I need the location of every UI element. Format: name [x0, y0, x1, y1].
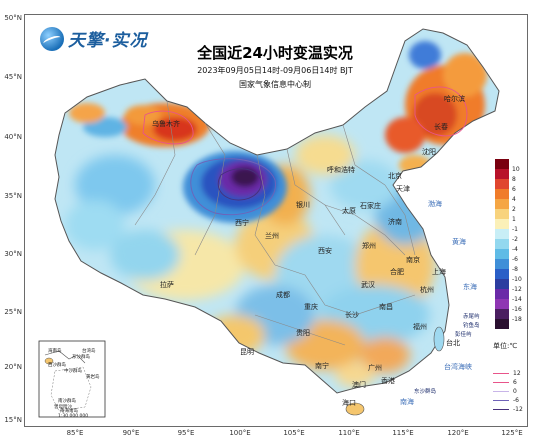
legend-label: -14 — [512, 296, 522, 303]
isoline-value: 0 — [513, 388, 517, 395]
globe-icon — [40, 26, 64, 51]
isoline-swatch — [493, 400, 509, 401]
isolines — [142, 86, 468, 216]
south-china-sea-inset — [38, 340, 106, 418]
legend-swatch — [495, 289, 509, 299]
legend-swatch — [495, 169, 509, 179]
isoline-legend-row: 0 — [493, 388, 517, 395]
legend-swatch — [495, 219, 509, 229]
legend-label: 10 — [512, 166, 520, 173]
lon-tick: 90°E — [122, 429, 140, 437]
legend-swatch — [495, 239, 509, 249]
map-title: 全国近24小时变温实况 — [197, 44, 353, 62]
lon-tick: 110°E — [338, 429, 360, 437]
legend-label: 4 — [512, 196, 516, 203]
legend-swatch — [495, 179, 509, 189]
isoline-value: 12 — [513, 370, 521, 377]
taiwan-island — [433, 326, 445, 352]
map-subtitle: 2023年09月05日14时-09月06日14时 BJT — [197, 66, 353, 75]
legend-swatch — [495, 189, 509, 199]
isoline-value: -12 — [513, 406, 523, 413]
isoline-legend-row: 12 — [493, 370, 521, 377]
legend-swatch — [495, 199, 509, 209]
legend-swatch — [495, 279, 509, 289]
isoline-swatch — [493, 391, 509, 392]
legend-swatch — [495, 309, 509, 319]
legend-swatch — [495, 269, 509, 279]
lat-tick: 35°N — [4, 192, 22, 200]
isoline-value: 6 — [513, 379, 517, 386]
lat-tick: 40°N — [4, 133, 22, 141]
legend-label: -6 — [512, 256, 518, 263]
legend-label: -18 — [512, 316, 522, 323]
isoline-value: -6 — [513, 397, 519, 404]
map-frame — [24, 14, 528, 427]
legend-swatch — [495, 249, 509, 259]
lon-tick: 100°E — [229, 429, 251, 437]
lat-tick: 50°N — [4, 14, 22, 22]
province-boundaries — [134, 100, 416, 346]
legend-label: 2 — [512, 206, 516, 213]
legend-label: -1 — [512, 226, 518, 233]
lon-tick: 120°E — [447, 429, 469, 437]
hainan-island — [345, 402, 365, 416]
lat-tick: 45°N — [4, 73, 22, 81]
lon-tick: 95°E — [177, 429, 195, 437]
lon-tick: 125°E — [501, 429, 523, 437]
legend-label: -8 — [512, 266, 518, 273]
temperature-change-map — [25, 15, 527, 426]
unit-label: 单位:℃ — [493, 342, 518, 350]
legend-swatch — [495, 299, 509, 309]
logo: 天擎·实况 — [40, 26, 147, 51]
legend-label: -12 — [512, 286, 522, 293]
legend-label: 8 — [512, 176, 516, 183]
legend-label: -2 — [512, 236, 518, 243]
lat-tick: 30°N — [4, 250, 22, 258]
isoline-legend-row: -12 — [493, 406, 523, 413]
legend-label: -16 — [512, 306, 522, 313]
isoline-legend-row: -6 — [493, 397, 519, 404]
lat-tick: 15°N — [4, 416, 22, 424]
logo-text: 天擎·实况 — [68, 31, 148, 51]
legend-swatch — [495, 319, 509, 329]
isoline-legend-row: 6 — [493, 379, 517, 386]
isoline-swatch — [493, 382, 509, 383]
lat-tick: 25°N — [4, 308, 22, 316]
lon-tick: 85°E — [66, 429, 84, 437]
lon-tick: 105°E — [283, 429, 305, 437]
isoline-swatch — [493, 373, 509, 374]
producer-label: 国家气象信息中心制 — [239, 80, 311, 89]
legend-label: -10 — [512, 276, 522, 283]
legend-swatch — [495, 209, 509, 219]
legend-swatch — [495, 159, 509, 169]
legend-swatch — [495, 229, 509, 239]
lat-tick: 20°N — [4, 363, 22, 371]
isoline-swatch — [493, 409, 509, 410]
lon-tick: 115°E — [392, 429, 414, 437]
legend-label: 6 — [512, 186, 516, 193]
legend-swatch — [495, 259, 509, 269]
legend-label: 1 — [512, 216, 516, 223]
legend-label: -4 — [512, 246, 518, 253]
